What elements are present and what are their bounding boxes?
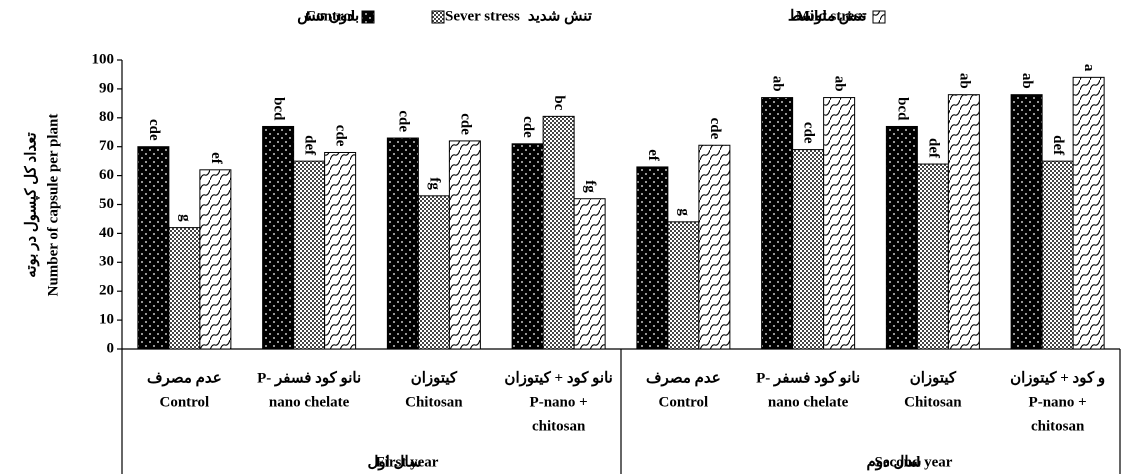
y-tick-label: 90: [99, 80, 114, 96]
x-tick-label: عدم مصرف: [646, 370, 721, 386]
bar: [448, 140, 481, 350]
x-tick-label: نانو کود + کیتوزان: [504, 370, 612, 386]
legend-swatch: [431, 10, 445, 24]
legend-swatch: [872, 10, 886, 24]
data-label: a: [1081, 64, 1097, 72]
x-tick-label: Control: [160, 394, 210, 410]
data-label: def: [302, 135, 318, 156]
x-tick-label: نانو کود فسفر -P: [257, 370, 361, 386]
y-tick-label: 30: [99, 254, 114, 270]
bar: [168, 227, 201, 350]
group-label: سال اول: [368, 454, 422, 470]
bar: [667, 221, 700, 350]
bar: [916, 163, 949, 350]
x-tick-label: کیتوزان: [411, 370, 458, 386]
bar: [947, 94, 980, 350]
y-tick-label: 20: [99, 283, 114, 299]
data-label: cde: [395, 110, 411, 132]
x-tick-label: P-nano +: [1029, 394, 1087, 410]
y-tick-label: 10: [99, 312, 114, 328]
y-tick-label: 70: [99, 138, 114, 154]
data-label: cde: [520, 116, 536, 138]
bar: [1010, 94, 1043, 350]
bar: [573, 198, 606, 350]
legend-label: بدون تنش: [297, 8, 359, 24]
x-tick-label: nano chelate: [768, 394, 849, 410]
x-tick-label: nano chelate: [269, 394, 350, 410]
y-tick-label: 100: [92, 51, 115, 67]
x-tick-label: Chitosan: [405, 394, 463, 410]
data-label: ab: [770, 76, 786, 92]
legend-label: تنش متوسط: [788, 8, 867, 24]
x-tick-label: chitosan: [532, 418, 586, 434]
data-label: g: [177, 214, 193, 222]
data-label: bcd: [271, 97, 287, 121]
bar: [324, 151, 357, 350]
bar: [199, 169, 232, 350]
y-tick-label: 50: [99, 196, 114, 212]
data-label: def: [925, 138, 941, 159]
data-label: def: [1050, 135, 1066, 156]
bar: [542, 115, 575, 350]
data-label: ab: [832, 76, 848, 92]
bar: [293, 160, 326, 350]
x-tick-label: و کود + کیتوزان: [1010, 370, 1105, 386]
legend-label: تنش شدید: [528, 8, 592, 24]
data-label: cde: [457, 113, 473, 135]
legend-label: Sever stress: [445, 8, 520, 24]
bar: [636, 166, 669, 350]
group-label: First year: [376, 454, 439, 470]
data-label: ef: [208, 152, 224, 165]
data-label: g: [676, 208, 692, 216]
bar: [792, 149, 825, 350]
legend-label: Mild stress: [796, 8, 866, 24]
data-label: bc: [551, 95, 567, 110]
bar: [262, 125, 295, 350]
bar: [511, 143, 544, 350]
data-label: fg: [426, 177, 442, 190]
data-label: cde: [707, 118, 723, 140]
bar: [885, 125, 918, 350]
x-tick-label: عدم مصرف: [147, 370, 222, 386]
bar: [698, 144, 731, 350]
y-tick-label: 0: [107, 340, 115, 356]
bar: [823, 97, 856, 350]
bar: [1041, 160, 1074, 350]
data-label: fg: [582, 180, 598, 193]
data-label: cde: [801, 122, 817, 144]
x-tick-label: chitosan: [1031, 418, 1085, 434]
data-label: cde: [146, 119, 162, 141]
bar: [386, 137, 419, 350]
group-label: Second year: [875, 454, 953, 470]
data-label: bcd: [894, 97, 910, 121]
data-label: ef: [645, 149, 661, 162]
y-tick-label: 40: [99, 225, 114, 241]
y-axis-title: Number of capsule per plant: [45, 114, 61, 297]
x-tick-label: Control: [659, 394, 709, 410]
bar: [761, 97, 794, 350]
group-label: سال دوم: [867, 454, 922, 470]
x-tick-label: نانو کود فسفر -P: [756, 370, 860, 386]
data-label: ab: [1019, 73, 1035, 89]
bar: [137, 146, 170, 350]
legend-label: Control: [305, 8, 355, 24]
y-axis-title: تعداد کل کپسول در بوته: [23, 132, 40, 277]
bar: [1072, 76, 1105, 350]
x-tick-label: Chitosan: [904, 394, 962, 410]
y-tick-label: 80: [99, 109, 114, 125]
bar: [417, 195, 450, 350]
x-tick-label: P-nano +: [530, 394, 588, 410]
y-tick-label: 60: [99, 167, 114, 183]
data-label: cde: [333, 125, 349, 147]
legend-swatch: [361, 10, 375, 24]
x-tick-label: کیتوزان: [910, 370, 957, 386]
data-label: ab: [956, 73, 972, 89]
